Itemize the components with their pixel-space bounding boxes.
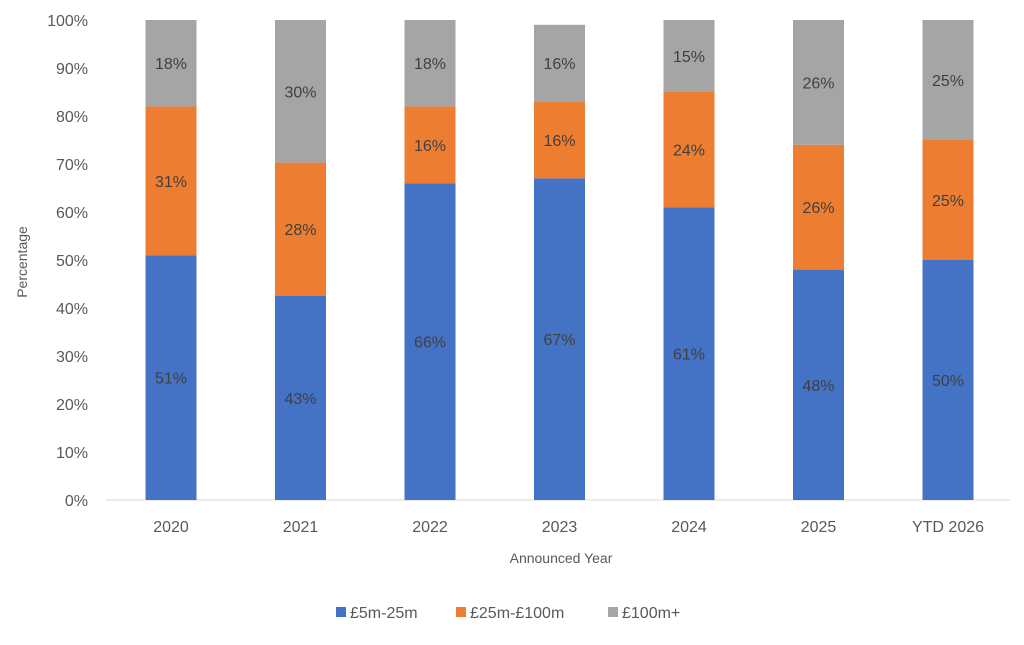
data-label: 16% (543, 56, 575, 73)
x-tick-label: 2024 (671, 519, 707, 536)
data-label: 28% (284, 222, 316, 239)
bar-segment (922, 140, 974, 260)
y-axis-title: Percentage (14, 226, 30, 298)
x-axis-title: Announced Year (510, 550, 613, 566)
x-tick-label: YTD 2026 (912, 519, 984, 536)
y-tick-label: 70% (56, 157, 88, 174)
data-label: 30% (284, 84, 316, 101)
data-label: 16% (414, 138, 446, 155)
legend-swatch (336, 607, 346, 617)
bar-segment (663, 92, 715, 208)
legend: £5m-25m £25m-£100m £100m+ (336, 605, 680, 622)
bar-segment (275, 295, 326, 500)
data-label: 26% (802, 200, 834, 217)
legend-label: £5m-25m (350, 605, 418, 622)
bar-segment (793, 144, 844, 270)
y-tick-label: 30% (56, 349, 88, 366)
data-label: 48% (802, 378, 834, 395)
bar-segment (922, 20, 974, 140)
y-tick-label: 50% (56, 253, 88, 270)
bar-segment (275, 162, 326, 296)
y-tick-label: 10% (56, 445, 88, 462)
data-label: 25% (932, 73, 964, 90)
bar-segment (404, 183, 456, 500)
data-label: 66% (414, 335, 446, 352)
y-tick-label: 100% (47, 13, 88, 30)
data-label: 61% (673, 347, 705, 364)
bar-segment (275, 20, 326, 163)
legend-swatch (608, 607, 618, 617)
data-label: 50% (932, 373, 964, 390)
bar-segment (534, 178, 585, 500)
y-tick-label: 0% (65, 493, 88, 510)
data-label: 26% (802, 75, 834, 92)
x-tick-label: 2025 (801, 519, 837, 536)
bar-segment (404, 106, 456, 184)
data-label: 25% (932, 193, 964, 210)
data-label: 16% (543, 133, 575, 150)
legend-label: £100m+ (622, 605, 680, 622)
y-tick-label: 60% (56, 205, 88, 222)
bar-segment (404, 20, 456, 107)
data-label: 24% (673, 143, 705, 160)
bar-segment (793, 20, 844, 145)
data-label: 18% (414, 56, 446, 73)
legend-label: £25m-£100m (470, 605, 564, 622)
bar-segment (145, 106, 197, 256)
legend-swatch (456, 607, 466, 617)
bar-segment (663, 20, 715, 92)
bar-segment (663, 207, 715, 500)
x-tick-label: 2022 (412, 519, 448, 536)
bar-segment (922, 260, 974, 500)
bar-segment (534, 101, 585, 179)
x-tick-label: 2020 (153, 519, 189, 536)
data-label: 15% (673, 49, 705, 66)
data-label: 51% (155, 371, 187, 388)
bar-segment (534, 24, 585, 102)
bar-segment (793, 269, 844, 500)
bar-segment (145, 20, 197, 107)
x-tick-label: 2023 (542, 519, 578, 536)
y-tick-label: 40% (56, 301, 88, 318)
data-label: 31% (155, 174, 187, 191)
y-tick-label: 80% (56, 109, 88, 126)
data-label: 67% (543, 332, 575, 349)
bar-segment (145, 255, 197, 500)
y-tick-label: 90% (56, 61, 88, 78)
data-label: 18% (155, 56, 187, 73)
data-label: 43% (284, 391, 316, 408)
x-tick-label: 2021 (283, 519, 319, 536)
y-tick-label: 20% (56, 397, 88, 414)
